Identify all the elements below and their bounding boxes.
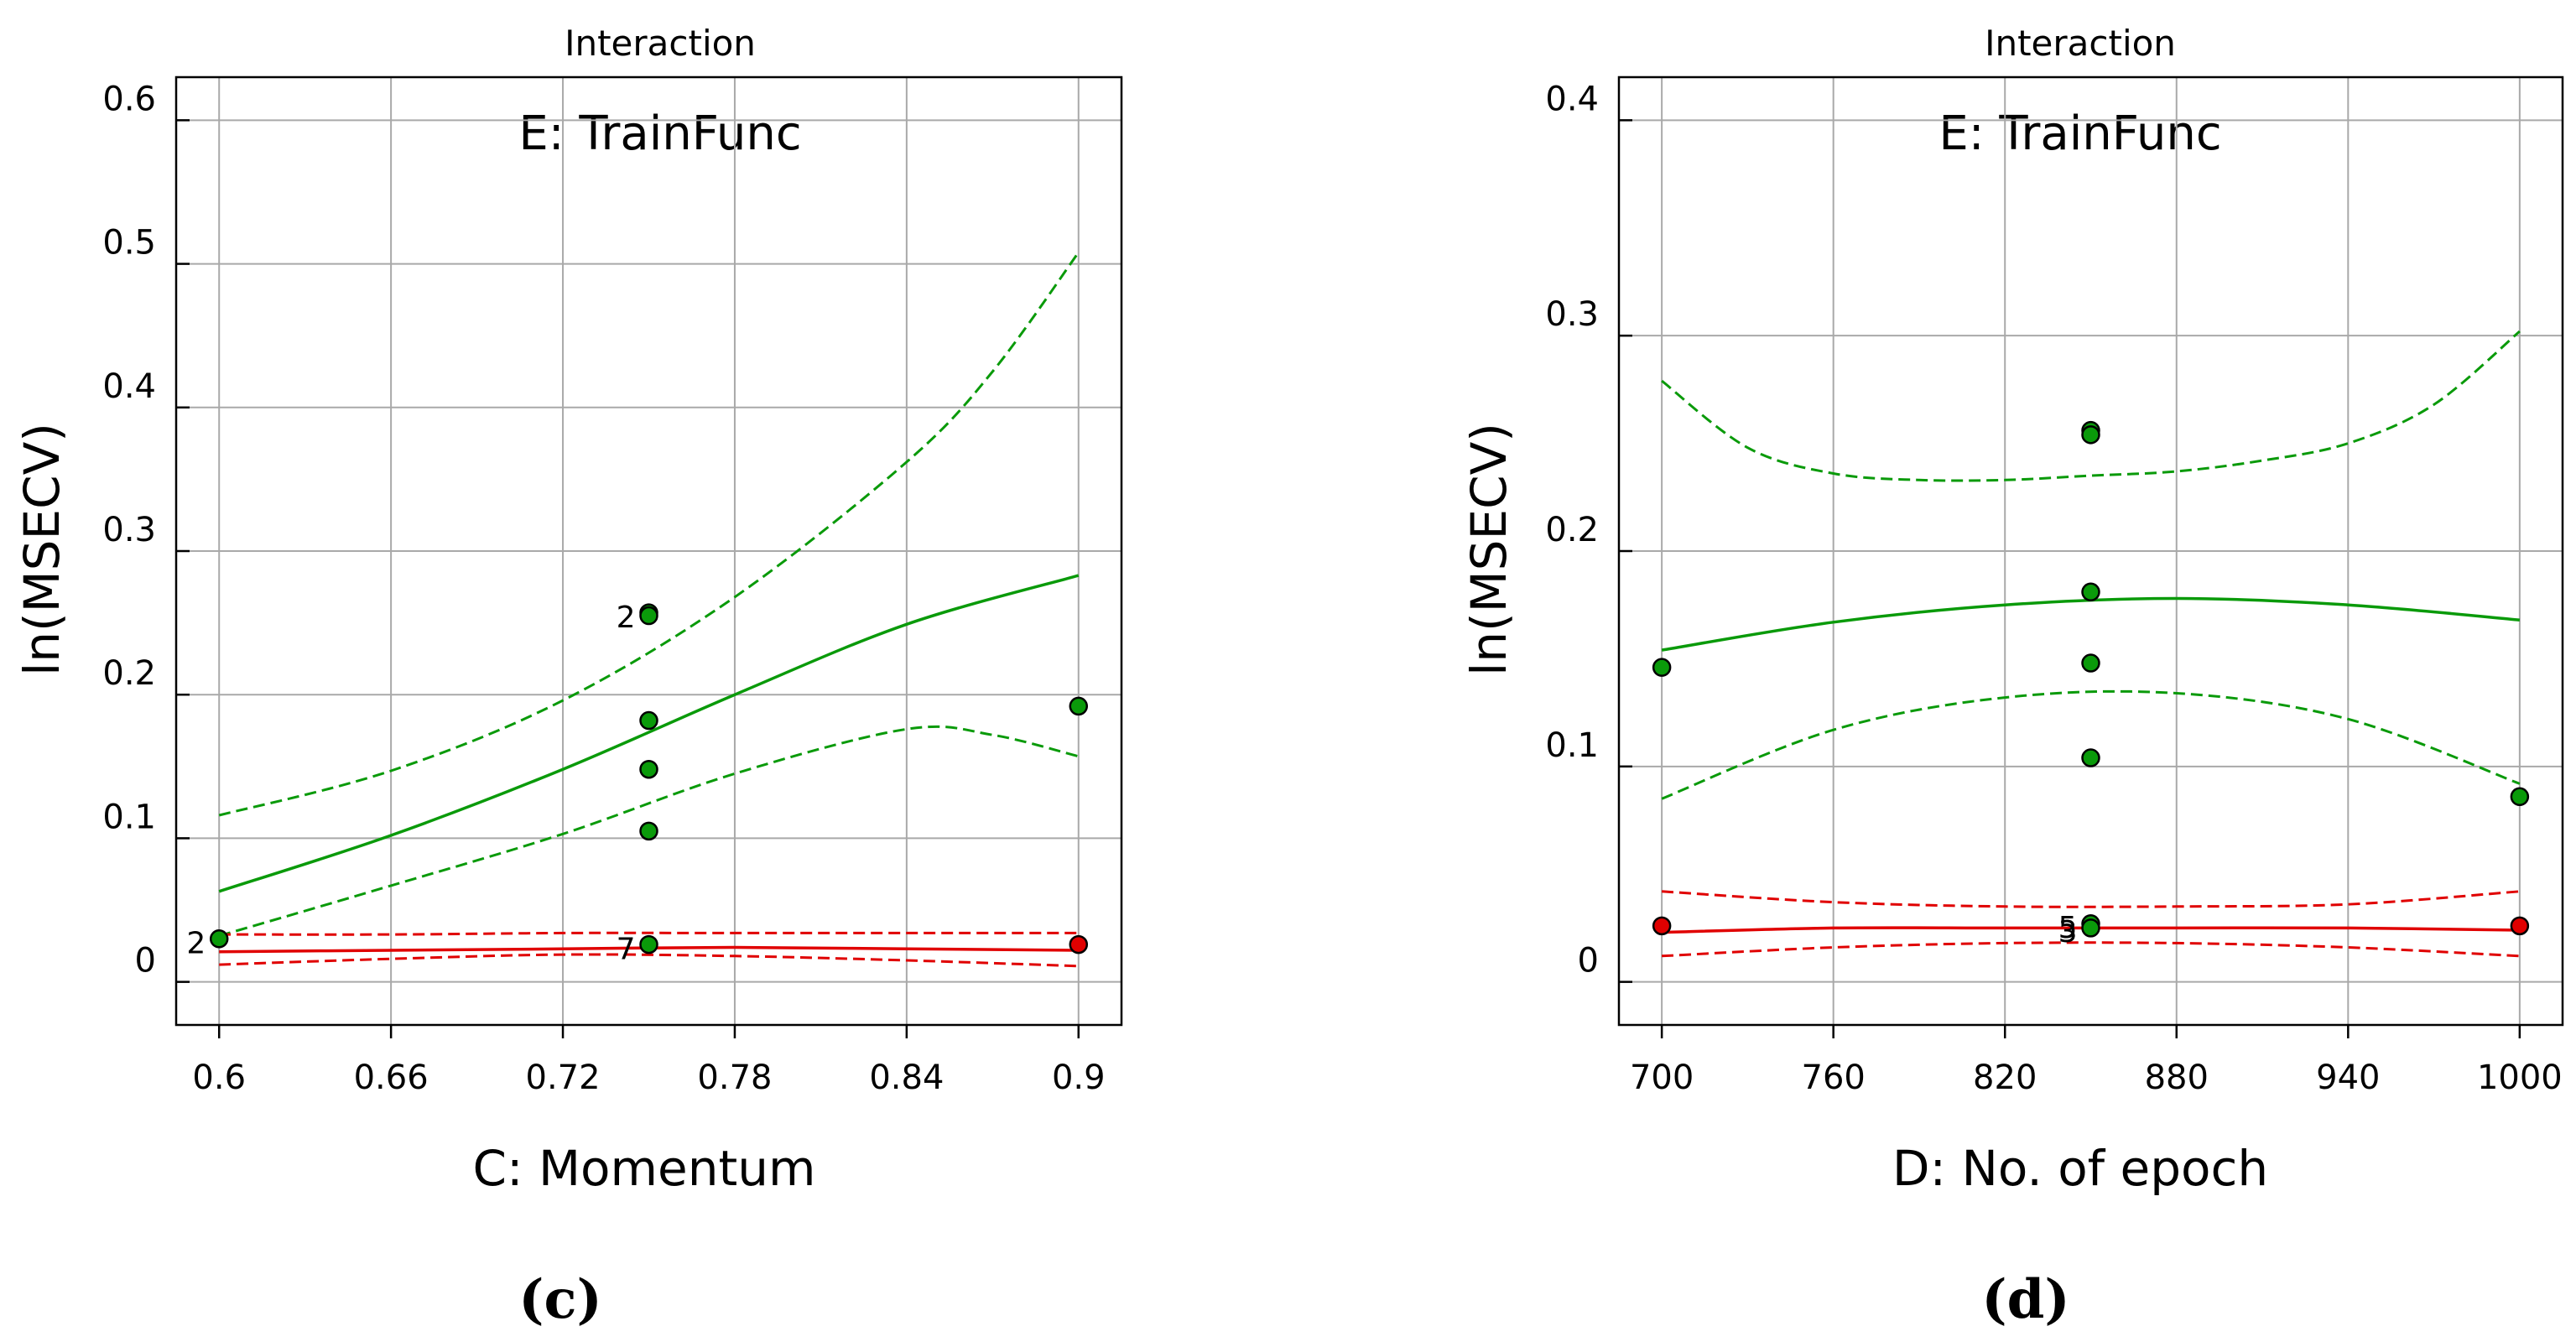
panel-c-y-tick-label: 0.5	[102, 224, 156, 263]
panel-c-x-tick-label: 0.9	[1052, 1059, 1106, 1097]
panel-c-data-point	[1069, 934, 1089, 954]
panel-d-point-count-label: 3	[2058, 915, 2078, 949]
panel-c-plot-area: 0.6 0.66 0.72 0.78 0.84 0.9 0 0.1 0.2 0.3 0.4 0.5 0.…	[102, 75, 1123, 1097]
panel-d-x-tick-label: 820	[1973, 1059, 2037, 1097]
panel-c-x-tick-label: 0.78	[697, 1059, 772, 1097]
panel-c: Interaction E: TrainFunc C: Momentum ln(…	[13, 23, 1123, 1331]
panel-d-data-point	[2081, 748, 2100, 767]
panel-c-y-tick-label: 0.2	[102, 654, 156, 693]
panel-c-y-tick-label: 0.6	[102, 80, 156, 118]
panel-c-series-green-prediction	[218, 574, 1080, 893]
panel-c-series-green-limit	[218, 725, 1080, 938]
panel-d-data-point	[1652, 916, 1672, 936]
panel-d-data-point	[2081, 918, 2100, 938]
panel-d-series-green-limit	[1661, 330, 2521, 482]
panel-c-y-axis-label: ln(MSECV)	[13, 423, 70, 676]
panel-c-x-tick-label: 0.6	[192, 1059, 246, 1097]
panel-c-data-point	[639, 759, 658, 779]
panel-c-y-tick-label: 0.4	[102, 367, 156, 406]
panel-c-points-group: 2 2 7	[186, 601, 1089, 967]
panel-c-point-count-label: 2	[186, 927, 206, 961]
panel-d-x-tick-label: 880	[2145, 1059, 2209, 1097]
panel-d-annotation: E: TrainFunc	[1939, 107, 2221, 161]
panel-c-annotation: E: TrainFunc	[518, 107, 801, 161]
panel-c-y-tick-label: 0.1	[102, 798, 156, 836]
panel-c-title: Interaction	[565, 23, 756, 64]
panel-d-data-point	[2510, 916, 2530, 936]
panel-c-x-tick-label: 0.84	[869, 1059, 944, 1097]
panel-c-series-red-limit	[219, 953, 1079, 968]
panel-c-x-tick-label: 0.66	[354, 1059, 429, 1097]
panel-c-series-red-limit	[219, 931, 1079, 936]
panel-d-y-tick-label: 0.1	[1545, 726, 1599, 765]
panel-d-x-tick-label: 760	[1802, 1059, 1866, 1097]
panel-d: Interaction E: TrainFunc D: No. of epoch…	[1460, 23, 2564, 1331]
panel-d-x-tick-label: 1000	[2477, 1059, 2563, 1097]
panel-d-title: Interaction	[1985, 23, 2176, 64]
panel-d-x-axis-label: D: No. of epoch	[1892, 1140, 2268, 1197]
panel-d-data-point	[1652, 658, 1672, 677]
panel-d-x-tick-label: 700	[1630, 1059, 1694, 1097]
panel-d-data-point	[2510, 787, 2530, 807]
panel-c-data-point	[639, 821, 658, 841]
panel-d-points-group: 53	[1652, 420, 2530, 949]
panel-c-data-point	[639, 710, 658, 731]
panel-d-series-green-limit	[1661, 689, 2521, 800]
panel-d-y-tick-label: 0.4	[1545, 80, 1599, 118]
panel-d-data-point	[2081, 425, 2100, 445]
panel-d-point-count-label: 5	[2058, 911, 2078, 945]
panel-d-data-point	[2081, 582, 2100, 602]
panel-d-x-tick-label: 940	[2316, 1059, 2380, 1097]
panel-d-data-point	[2081, 653, 2100, 673]
panel-d-plot-area: 700 760 820 880 940 1000 0 0.1 0.2 0.3 0.4 53	[1545, 75, 2564, 1097]
panel-c-point-count-label: 2	[617, 601, 636, 635]
panel-d-series-red-limit	[1662, 941, 2520, 958]
panel-c-x-tick-label: 0.72	[526, 1059, 601, 1097]
panel-c-series-group	[218, 252, 1080, 968]
panel-d-caption: (d)	[1981, 1268, 2069, 1331]
panel-c-point-count-label: 7	[617, 933, 636, 967]
panel-c-y-tick-label: 0	[135, 942, 156, 980]
panel-c-caption: (c)	[518, 1268, 602, 1331]
panel-d-y-axis-label: ln(MSECV)	[1460, 423, 1517, 676]
panel-c-series-green-limit	[218, 252, 1080, 817]
panel-c-data-point	[639, 934, 658, 954]
panel-d-series-red-limit	[1662, 890, 2521, 908]
panel-d-y-tick-label: 0.2	[1545, 511, 1599, 549]
panel-c-data-point	[639, 606, 658, 626]
panel-c-data-point	[1069, 696, 1089, 716]
panel-d-y-tick-label: 0	[1578, 942, 1599, 980]
panel-c-x-axis-label: C: Momentum	[473, 1140, 816, 1197]
panel-c-y-tick-label: 0.3	[102, 511, 156, 549]
panel-c-data-point	[209, 929, 229, 949]
panel-d-y-tick-label: 0.3	[1545, 295, 1599, 334]
